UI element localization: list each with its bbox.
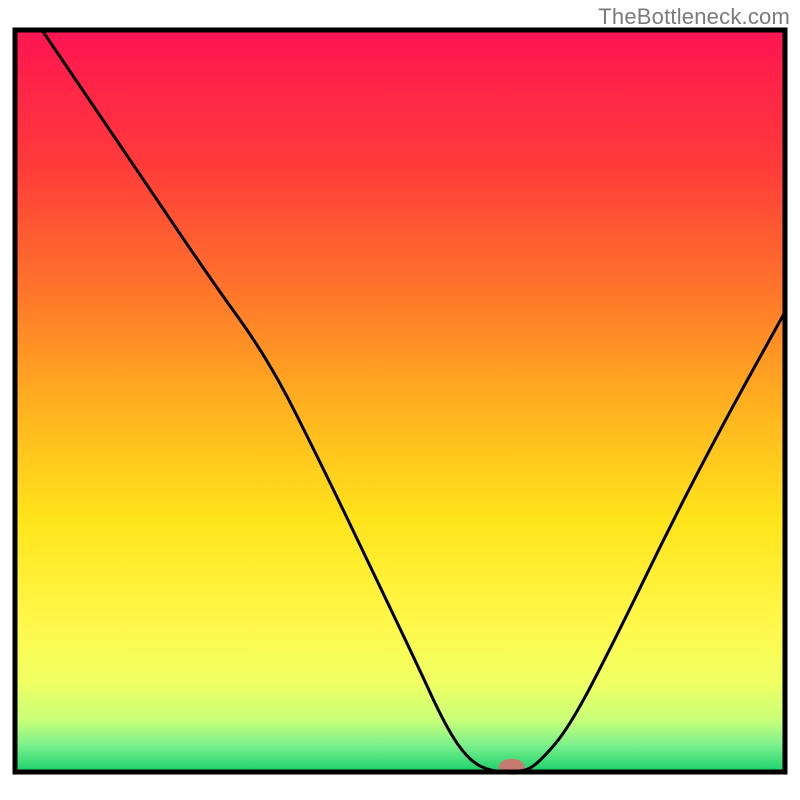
chart-container: TheBottleneck.com xyxy=(0,0,800,800)
watermark-text: TheBottleneck.com xyxy=(598,4,790,30)
bottleneck-curve-chart xyxy=(0,0,800,800)
plot-background xyxy=(15,30,785,772)
